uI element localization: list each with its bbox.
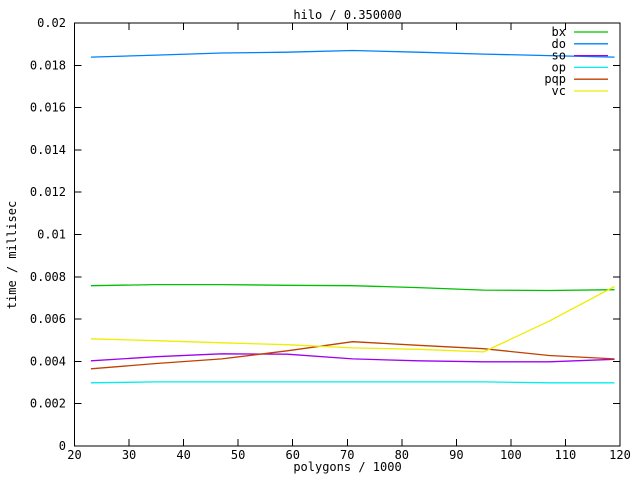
y-tick-label: 0.02 [37, 16, 66, 30]
chart-title: hilo / 0.350000 [293, 8, 402, 22]
y-tick-label: 0.006 [30, 312, 66, 326]
x-tick-label: 50 [231, 448, 245, 462]
legend-label-do: do [552, 37, 566, 51]
y-tick-label: 0.016 [30, 101, 66, 115]
x-axis-label: polygons / 1000 [293, 460, 402, 474]
y-tick-label: 0.012 [30, 185, 66, 199]
x-tick-label: 80 [395, 448, 409, 462]
y-tick-label: 0.018 [30, 58, 66, 72]
series-line-bx [90, 283, 615, 292]
x-tick-label: 20 [67, 448, 81, 462]
x-tick-label: 30 [122, 448, 136, 462]
x-tick-label: 70 [340, 448, 354, 462]
x-tick-label: 110 [555, 448, 577, 462]
x-tick-label: 120 [609, 448, 631, 462]
legend-label-pqp: pqp [544, 72, 566, 86]
x-tick-label: 60 [285, 448, 299, 462]
y-tick-label: 0.01 [37, 228, 66, 242]
series-line-vc [90, 285, 615, 353]
legend-label-so: so [552, 49, 566, 63]
series-line-op [90, 381, 615, 384]
y-tick-label: 0.004 [30, 354, 66, 368]
x-tick-label: 90 [449, 448, 463, 462]
legend-label-op: op [552, 60, 566, 74]
y-tick-label: 0 [59, 439, 66, 453]
series-line-do [90, 49, 615, 58]
y-tick-label: 0.008 [30, 270, 66, 284]
x-tick-label: 100 [500, 448, 522, 462]
legend-label-bx: bx [552, 25, 566, 39]
series-line-so [90, 353, 615, 363]
legend-label-vc: vc [552, 84, 566, 98]
y-tick-label: 0.014 [30, 143, 66, 157]
y-tick-label: 0.002 [30, 397, 66, 411]
x-tick-label: 40 [176, 448, 190, 462]
series-line-pqp [90, 341, 615, 370]
